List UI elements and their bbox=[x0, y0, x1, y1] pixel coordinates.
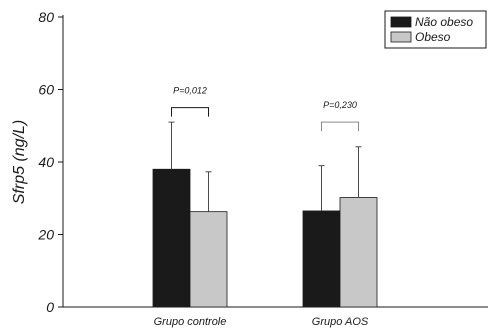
p-value-label: P=0,012 bbox=[173, 86, 207, 96]
y-tick-label: 60 bbox=[38, 82, 54, 98]
bar bbox=[152, 168, 191, 308]
x-axis: Grupo controle Grupo AOS bbox=[63, 306, 488, 328]
x-tick-label: Grupo AOS bbox=[312, 316, 369, 328]
significance-bracket bbox=[321, 121, 359, 132]
bars bbox=[152, 121, 378, 308]
y-tick-label: 40 bbox=[38, 154, 54, 170]
x-tick-label: Grupo controle bbox=[154, 316, 227, 328]
y-tick-label: 0 bbox=[46, 299, 54, 315]
y-tick-label: 20 bbox=[37, 227, 54, 243]
significance-bracket bbox=[171, 107, 209, 117]
y-tick-label: 80 bbox=[38, 9, 54, 25]
legend-label: Obeso bbox=[415, 30, 451, 44]
bar bbox=[189, 211, 228, 308]
y-axis: 0 20 40 60 80 bbox=[37, 9, 64, 315]
y-axis-label: Sfrp5 (ng/L) bbox=[11, 120, 28, 204]
legend-label: Não obeso bbox=[415, 15, 473, 29]
p-value-label: P=0,230 bbox=[323, 100, 357, 110]
annotations: P=0,012 P=0,230 bbox=[171, 86, 359, 132]
bar bbox=[339, 197, 378, 308]
bar bbox=[302, 210, 341, 308]
legend-swatch bbox=[390, 31, 412, 43]
legend-swatch bbox=[390, 16, 412, 28]
